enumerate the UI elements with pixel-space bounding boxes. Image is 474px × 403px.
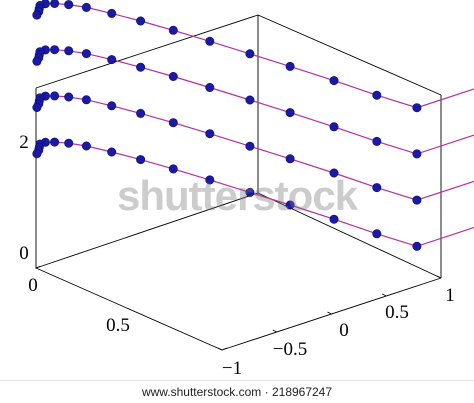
chart-plot-area: 0 0.5 −1 −0.5 0 0.5 1 0 2 bbox=[19, 0, 474, 379]
data-point bbox=[329, 214, 339, 224]
data-point bbox=[32, 56, 42, 66]
box-edge-top-left bbox=[35, 14, 259, 89]
data-point bbox=[372, 90, 382, 100]
data-point bbox=[168, 118, 178, 128]
data-point bbox=[136, 108, 146, 118]
y-tick-labels: −1 −0.5 0 0.5 1 bbox=[222, 285, 455, 379]
data-point bbox=[136, 62, 146, 72]
data-point bbox=[136, 155, 146, 165]
data-point bbox=[32, 149, 42, 159]
y-tick-label: 0.5 bbox=[385, 302, 409, 323]
data-point bbox=[107, 8, 117, 18]
data-point bbox=[81, 95, 91, 105]
watermark: shutterstock bbox=[116, 172, 358, 219]
data-point bbox=[412, 149, 422, 159]
x-tick-labels: 0 0.5 bbox=[28, 275, 130, 336]
data-point bbox=[412, 103, 422, 113]
data-point bbox=[245, 95, 255, 105]
tick-marks bbox=[35, 265, 442, 351]
data-point bbox=[64, 0, 74, 10]
data-point bbox=[168, 25, 178, 35]
data-point bbox=[245, 49, 255, 59]
data-point bbox=[50, 0, 60, 8]
data-point bbox=[372, 183, 382, 193]
x-tick-label: 0 bbox=[28, 275, 38, 296]
data-point bbox=[64, 138, 74, 148]
z-tick-labels: 0 2 bbox=[19, 132, 29, 264]
box-edge-floor-left bbox=[35, 192, 259, 269]
y-tick-label: 1 bbox=[445, 285, 455, 306]
data-series bbox=[32, 0, 474, 251]
data-point bbox=[372, 229, 382, 239]
x-tick-mark bbox=[35, 265, 41, 269]
data-point bbox=[285, 61, 295, 71]
data-point bbox=[50, 137, 60, 147]
data-point bbox=[81, 141, 91, 151]
footer-credit: www.shutterstock.com · 218967247 bbox=[0, 380, 474, 403]
y-tick-label: −0.5 bbox=[273, 339, 307, 360]
data-point bbox=[285, 154, 295, 164]
data-point bbox=[205, 175, 215, 185]
box-edge-top-right bbox=[257, 14, 442, 96]
data-point bbox=[136, 16, 146, 26]
data-point bbox=[32, 10, 42, 20]
x-tick-mark bbox=[221, 347, 228, 351]
data-point bbox=[205, 129, 215, 139]
box-edge-x-axis bbox=[35, 267, 223, 351]
z-tick-label: 2 bbox=[19, 132, 29, 153]
data-point bbox=[64, 46, 74, 56]
data-point bbox=[329, 76, 339, 86]
series-line bbox=[36, 49, 474, 155]
series-line bbox=[36, 2, 474, 109]
data-point bbox=[107, 101, 117, 111]
data-point bbox=[107, 147, 117, 157]
data-point bbox=[285, 108, 295, 118]
x-tick-label: 0.5 bbox=[106, 315, 130, 336]
data-point bbox=[412, 241, 422, 251]
data-point bbox=[168, 164, 178, 174]
y-tick-label: −1 bbox=[222, 358, 242, 379]
data-point bbox=[32, 103, 42, 113]
data-point bbox=[245, 187, 255, 197]
data-point bbox=[285, 200, 295, 210]
data-point bbox=[412, 195, 422, 205]
data-point bbox=[245, 141, 255, 151]
data-point bbox=[205, 36, 215, 46]
data-point bbox=[64, 92, 74, 102]
data-point bbox=[81, 2, 91, 12]
y-tick-mark bbox=[272, 329, 277, 333]
data-point bbox=[50, 45, 60, 55]
data-point bbox=[81, 49, 91, 59]
y-tick-mark bbox=[382, 293, 387, 297]
y-tick-label: 0 bbox=[339, 320, 349, 341]
y-tick-mark bbox=[217, 347, 223, 351]
data-point bbox=[329, 122, 339, 132]
data-point bbox=[329, 168, 339, 178]
data-point bbox=[50, 91, 60, 101]
data-point bbox=[168, 72, 178, 82]
data-point bbox=[372, 136, 382, 146]
data-point bbox=[107, 55, 117, 65]
y-tick-mark bbox=[436, 275, 442, 279]
z-tick-label: 0 bbox=[19, 243, 29, 264]
y-tick-mark bbox=[327, 311, 332, 315]
data-point bbox=[205, 83, 215, 93]
